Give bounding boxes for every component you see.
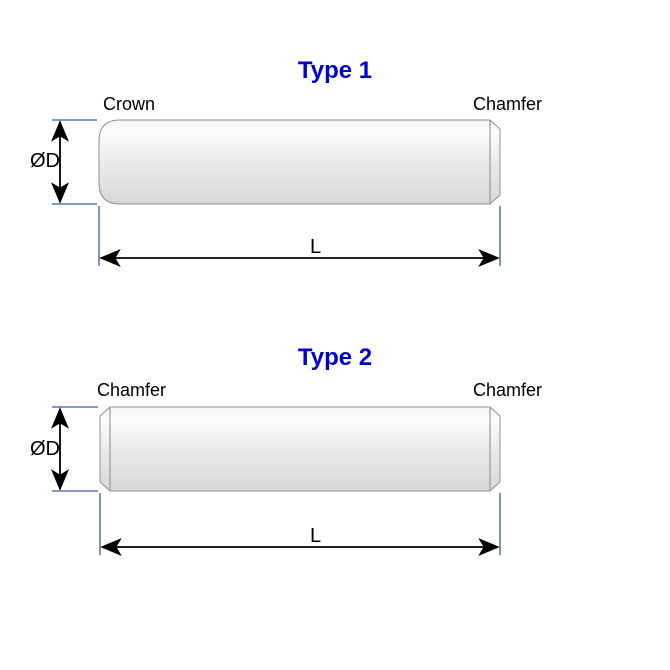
type2-pin bbox=[100, 407, 500, 491]
type1-pin bbox=[99, 120, 500, 204]
diagram-svg bbox=[0, 0, 670, 670]
type2-pin-body bbox=[100, 407, 500, 491]
diagram-container: Type 1 Crown Chamfer ØD L Type 2 Chamfer… bbox=[0, 0, 670, 670]
